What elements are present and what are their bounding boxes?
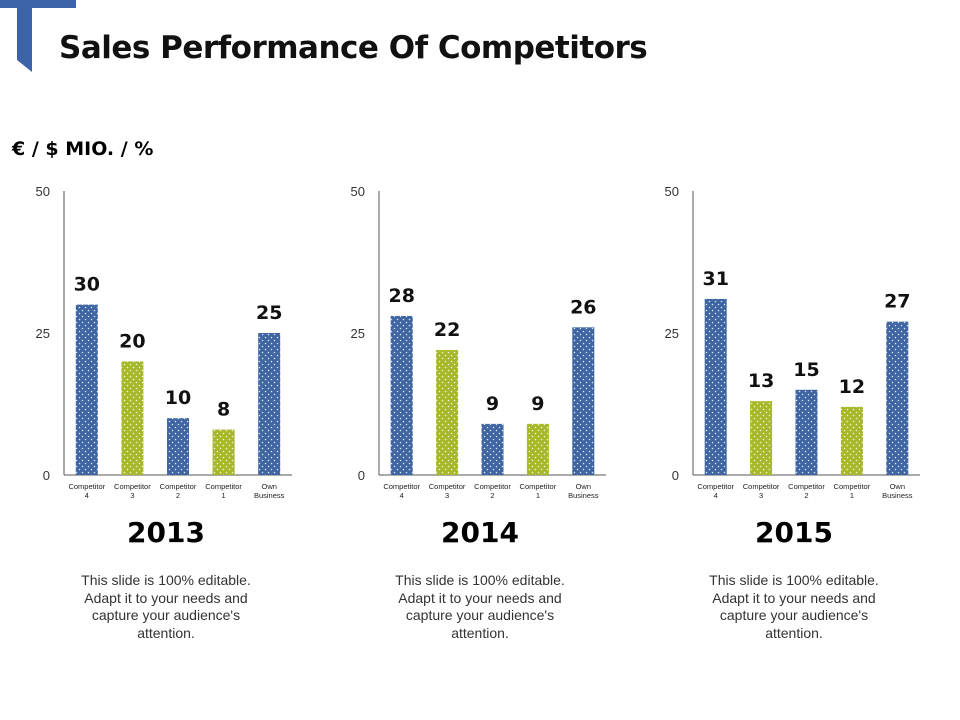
bar [167,418,189,475]
data-label: 27 [884,291,910,313]
bar [436,350,459,475]
data-label: 10 [165,387,191,409]
bar [840,406,863,475]
data-label: 25 [256,302,282,324]
chart-2015-year-label: 2015 [755,516,833,549]
bar-chart-2013: 0 25 50 30 Competitor 4 20 Competitor 3 10 Competi… [36,184,292,500]
data-label: 31 [702,268,728,290]
chart-2015-caption: This slide is 100% editable. Adapt it to… [709,572,879,641]
bar [886,321,909,475]
bar [572,327,595,475]
bar [75,304,98,475]
x-tick-label: Own Business [254,482,285,500]
bar-chart-2015: 0 25 50 31 Competitor 4 13 Competitor 3 15 Competi… [665,184,920,500]
y-tick-label: 50 [665,184,679,199]
y-tick-label: 50 [36,184,50,199]
x-tick-label: Competitor 3 [743,482,780,500]
y-tick-label: 25 [36,326,50,341]
data-label: 26 [570,296,596,318]
chart-2014-year-label: 2014 [441,516,519,549]
x-tick-label: Competitor 1 [834,482,871,500]
chart-2014-caption: This slide is 100% editable. Adapt it to… [395,572,565,641]
y-tick-label: 0 [358,468,365,483]
data-label: 20 [119,330,145,352]
data-label: 15 [793,359,819,381]
charts-area: 0 25 50 30 Competitor 4 20 Competitor 3 10 Competi… [36,184,920,500]
data-label: 13 [748,370,774,392]
x-tick-label: Competitor 2 [160,482,197,500]
x-tick-label: Competitor 1 [520,482,557,500]
bar [212,429,235,475]
data-label: 12 [839,376,865,398]
bar [795,389,818,475]
x-tick-label: Competitor 1 [205,482,242,500]
data-label: 9 [486,393,499,415]
data-label: 22 [434,319,460,341]
x-tick-label: Competitor 4 [383,482,420,500]
x-tick-label: Competitor 3 [429,482,466,500]
bar [526,423,549,475]
data-label: 30 [74,274,100,296]
x-tick-label: Own Business [568,482,599,500]
corner-logo-icon [0,0,76,72]
data-label: 8 [217,399,230,421]
bar [390,315,413,475]
bar [258,333,281,475]
x-tick-label: Competitor 2 [474,482,511,500]
bar-chart-2014: 0 25 50 28 Competitor 4 22 Competitor 3 9 Competit… [351,184,606,500]
x-tick-label: Competitor 2 [788,482,825,500]
x-tick-label: Competitor 4 [697,482,734,500]
x-tick-label: Competitor 4 [68,482,105,500]
bar [704,298,727,475]
bar [481,423,504,475]
bar [750,401,773,475]
x-tick-label: Own Business [882,482,913,500]
y-tick-label: 25 [665,326,679,341]
y-tick-label: 0 [43,468,50,483]
unit-label: € / $ MIO. / % [12,138,154,160]
y-tick-label: 0 [672,468,679,483]
bar [121,361,144,475]
data-label: 9 [531,393,544,415]
y-tick-label: 50 [351,184,365,199]
chart-2013-caption: This slide is 100% editable. Adapt it to… [81,572,251,641]
data-label: 28 [388,285,414,307]
y-tick-label: 25 [351,326,365,341]
chart-2013-year-label: 2013 [127,516,205,549]
page-title: Sales Performance Of Competitors [59,30,648,66]
x-tick-label: Competitor 3 [114,482,151,500]
